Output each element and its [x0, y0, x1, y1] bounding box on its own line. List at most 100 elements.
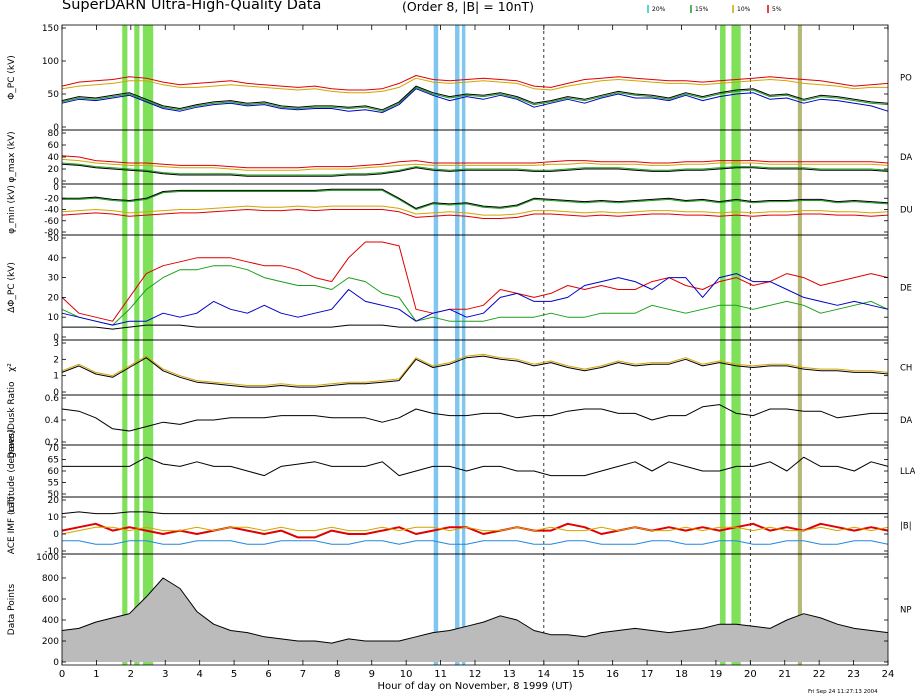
y-tick-label: 100 [42, 57, 59, 67]
y-tick-label: 30 [48, 274, 60, 284]
legend-label: 5% [772, 6, 782, 13]
y-tick-label: -60 [44, 217, 59, 227]
x-tick-label: 13 [503, 669, 516, 680]
panel-right-label: |B| [900, 522, 912, 532]
series-line [61, 88, 889, 113]
y-tick-label: 80 [48, 129, 60, 139]
x-tick-label: 20 [744, 669, 757, 680]
y-tick-label: 60 [48, 141, 60, 151]
y-tick-label: 0 [53, 333, 59, 343]
legend-label: 20% [652, 6, 666, 13]
shaded-interval [134, 25, 140, 665]
shaded-interval [720, 25, 726, 665]
series-line [62, 189, 889, 210]
x-tick-label: 6 [265, 669, 271, 680]
shaded-interval [433, 25, 439, 665]
y-tick-label: 0 [53, 183, 59, 193]
series-line [61, 85, 889, 111]
x-tick-label: 8 [334, 669, 340, 680]
x-axis-label: Hour of day on November, 8 1999 (UT) [377, 681, 572, 692]
y-tick-label: 40 [48, 153, 60, 163]
x-tick-label: 11 [434, 669, 447, 680]
legend-label: 15% [695, 6, 709, 13]
y-axis-label: φ_min (kV) [7, 185, 17, 234]
footer-timestamp: Fri Sep 24 11:27:13 2004 [808, 689, 878, 695]
y-tick-label: -10 [44, 547, 59, 557]
series-line [61, 155, 889, 169]
y-tick-label: 0 [53, 123, 59, 133]
series-line [61, 355, 889, 388]
y-tick-label: 50 [48, 90, 60, 100]
y-tick-label: 400 [42, 616, 59, 626]
x-tick-label: 17 [641, 669, 654, 680]
series-line [61, 209, 889, 219]
y-tick-label: 0.2 [45, 438, 59, 448]
y-tick-label: 0 [53, 177, 59, 187]
y-tick-label: -80 [44, 228, 59, 238]
x-tick-label: 19 [710, 669, 723, 680]
shaded-interval [122, 25, 128, 665]
series-line [61, 86, 889, 112]
series-line [61, 353, 889, 386]
series-line [61, 522, 889, 539]
panel-frame [61, 234, 889, 341]
y-tick-label: 0 [53, 388, 59, 398]
series-line [61, 265, 889, 326]
y-tick-label: 0 [53, 530, 59, 540]
y-tick-label: 2 [53, 355, 59, 365]
series-line [61, 273, 889, 326]
y-axis-label: Φ_PC (kV) [7, 55, 17, 100]
y-tick-label: 0 [53, 658, 59, 668]
x-tick-label: 4 [196, 669, 202, 680]
x-tick-label: 12 [469, 669, 482, 680]
panel-frame [61, 444, 889, 498]
legend-label: 10% [737, 6, 751, 13]
y-tick-label: 10 [48, 513, 60, 523]
panel-frame [61, 394, 889, 446]
y-tick-label: 1 [53, 372, 59, 382]
panel-right-label: LLA [900, 467, 915, 477]
series-fill [62, 578, 888, 662]
y-tick-label: 10 [48, 313, 60, 323]
y-tick-label: -20 [44, 194, 59, 204]
y-tick-label: 20 [48, 496, 60, 506]
y-tick-label: 0.4 [45, 416, 60, 426]
panel-right-label: DA [900, 416, 912, 426]
panel-frame [61, 129, 889, 185]
y-tick-label: 40 [48, 254, 60, 264]
series-line [61, 577, 889, 644]
panel-right-label: DA [900, 153, 912, 163]
x-tick-label: 15 [572, 669, 585, 680]
chart-subtitle: (Order 8, |B| = 10nT) [402, 0, 535, 14]
y-tick-label: 0.6 [45, 394, 60, 404]
y-tick-label: 3 [53, 339, 59, 349]
x-tick-label: 10 [400, 669, 413, 680]
y-axis-label: χ² [7, 363, 17, 372]
y-tick-label: 20 [48, 293, 60, 303]
y-tick-label: 200 [42, 637, 59, 647]
series-line [62, 540, 889, 545]
series-line [61, 511, 888, 515]
y-tick-label: 70 [48, 444, 60, 454]
x-tick-label: 21 [778, 669, 791, 680]
panel-right-label: NP [900, 606, 911, 616]
y-axis-label: φ_max (kV) [7, 131, 17, 182]
shaded-interval [142, 25, 154, 665]
y-tick-label: 1000 [36, 553, 59, 563]
series-line [62, 456, 889, 477]
series-line [61, 162, 889, 176]
y-axis-label: Latitude (degrees) [7, 429, 17, 512]
y-tick-label: 60 [48, 467, 60, 477]
shaded-interval [731, 25, 741, 665]
series-line [61, 241, 889, 322]
panel-right-label: DE [900, 284, 912, 294]
x-tick-label: 16 [606, 669, 619, 680]
y-tick-label: 55 [48, 479, 59, 489]
shaded-interval [455, 25, 460, 665]
y-axis-label: ACE IMF (nT) [7, 497, 17, 555]
y-axis-label: Data Points [7, 583, 17, 635]
x-tick-label: 18 [675, 669, 688, 680]
series-line [61, 77, 888, 94]
